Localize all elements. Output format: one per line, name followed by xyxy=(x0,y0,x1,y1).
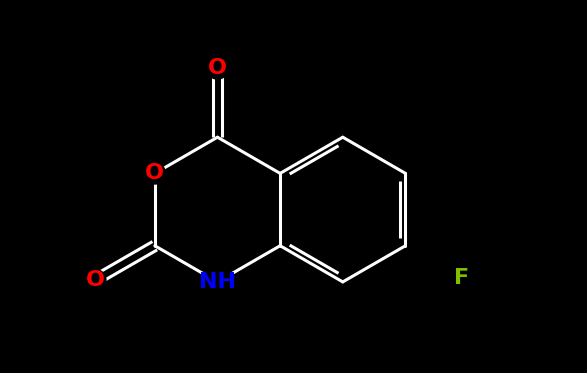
Circle shape xyxy=(85,269,106,291)
Circle shape xyxy=(452,269,471,288)
Text: O: O xyxy=(208,59,227,78)
Text: O: O xyxy=(86,270,105,290)
Text: O: O xyxy=(146,163,164,184)
Circle shape xyxy=(144,163,166,184)
Text: F: F xyxy=(454,268,470,288)
Circle shape xyxy=(203,267,232,297)
Circle shape xyxy=(207,58,228,79)
Text: NH: NH xyxy=(199,272,236,292)
